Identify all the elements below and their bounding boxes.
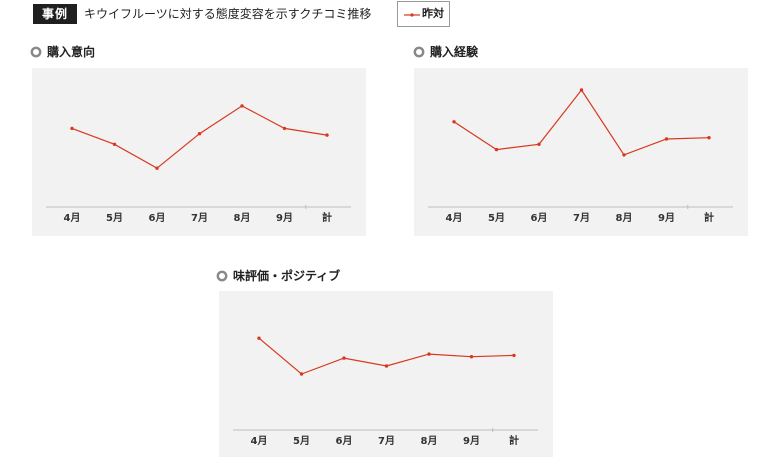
chart-purchase-experience: 4月 5月 6月 7月 8月 9月 計: [428, 88, 733, 224]
data-point: [112, 142, 117, 146]
data-point: [622, 153, 626, 157]
data-point: [325, 133, 329, 137]
data-point: [342, 356, 346, 360]
x-tick-label: 6月: [531, 212, 548, 224]
chart-title-purchase-experience: 購入経験: [430, 45, 479, 59]
x-tick-label: 7月: [378, 435, 395, 447]
chart-title-ring-icon: [413, 46, 425, 58]
data-point: [512, 353, 516, 358]
data-point: [257, 336, 261, 340]
data-point: [579, 88, 584, 92]
x-tick-label: 9月: [463, 435, 480, 447]
example-tag: 事例: [33, 4, 77, 24]
series-line: [453, 88, 710, 156]
chart-purchase-intent: 4月 5月 6月 7月 8月 9月 計: [46, 104, 351, 224]
x-tick-label: 5月: [106, 212, 123, 224]
chart-title-purchase-intent: 購入意向: [47, 45, 96, 59]
data-point: [197, 132, 202, 136]
chart-title-ring-icon: [30, 46, 42, 58]
data-point: [240, 104, 244, 108]
x-tick-label: 8月: [421, 435, 438, 447]
x-tick-label: 5月: [293, 435, 310, 447]
x-tick-label: 5月: [488, 212, 505, 224]
data-point: [282, 126, 287, 131]
x-tick-label: 4月: [446, 212, 463, 224]
data-point: [537, 142, 541, 146]
chart-title-ring-icon: [216, 270, 228, 282]
chart-taste-positive: 4月 5月 6月 7月 8月 9月 計: [233, 336, 538, 447]
series-line: [258, 337, 515, 375]
legend-label: 昨対: [422, 7, 444, 20]
data-point: [452, 120, 456, 124]
series-line: [71, 105, 328, 169]
chart-panel-purchase-experience: 4月 5月 6月 7月 8月 9月 計: [414, 68, 748, 236]
x-tick-label: 7月: [573, 212, 590, 224]
x-tick-label: 7月: [191, 212, 208, 224]
legend: 昨対: [397, 1, 450, 27]
data-point: [70, 126, 74, 131]
data-point: [155, 166, 159, 170]
x-tick-label: 6月: [149, 212, 166, 224]
data-point: [384, 364, 389, 368]
data-point: [707, 136, 711, 140]
x-tick-label: 8月: [234, 212, 251, 224]
x-tick-label: 4月: [64, 212, 81, 224]
data-point: [299, 372, 304, 376]
data-point: [664, 137, 669, 141]
x-tick-label: 8月: [616, 212, 633, 224]
x-tick-label: 計: [704, 211, 714, 224]
x-tick-label: 6月: [336, 435, 353, 447]
page-title: キウイフルーツに対する態度変容を示すクチコミ推移: [84, 7, 372, 21]
chart-panel-taste-positive: 4月 5月 6月 7月 8月 9月 計: [219, 291, 553, 457]
data-point: [427, 352, 431, 356]
x-tick-label: 4月: [251, 435, 268, 447]
x-tick-label: 計: [509, 434, 519, 447]
data-point: [469, 355, 474, 359]
chart-title-taste-positive: 味評価・ポジティブ: [233, 269, 341, 283]
chart-panel-purchase-intent: 4月 5月 6月 7月 8月 9月 計: [32, 68, 366, 236]
x-tick-label: 9月: [276, 212, 293, 224]
legend-line-swatch: [404, 13, 420, 17]
data-point: [494, 147, 499, 152]
x-tick-label: 計: [322, 211, 332, 224]
x-tick-label: 9月: [658, 212, 675, 224]
header: 事例 キウイフルーツに対する態度変容を示すクチコミ推移 昨対: [0, 0, 780, 36]
